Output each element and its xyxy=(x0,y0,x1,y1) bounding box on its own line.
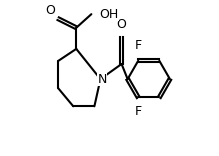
Text: O: O xyxy=(117,18,127,31)
Text: F: F xyxy=(135,105,142,118)
Text: F: F xyxy=(135,39,142,52)
Text: OH: OH xyxy=(99,8,118,21)
Text: O: O xyxy=(45,4,55,17)
Text: N: N xyxy=(97,73,107,86)
